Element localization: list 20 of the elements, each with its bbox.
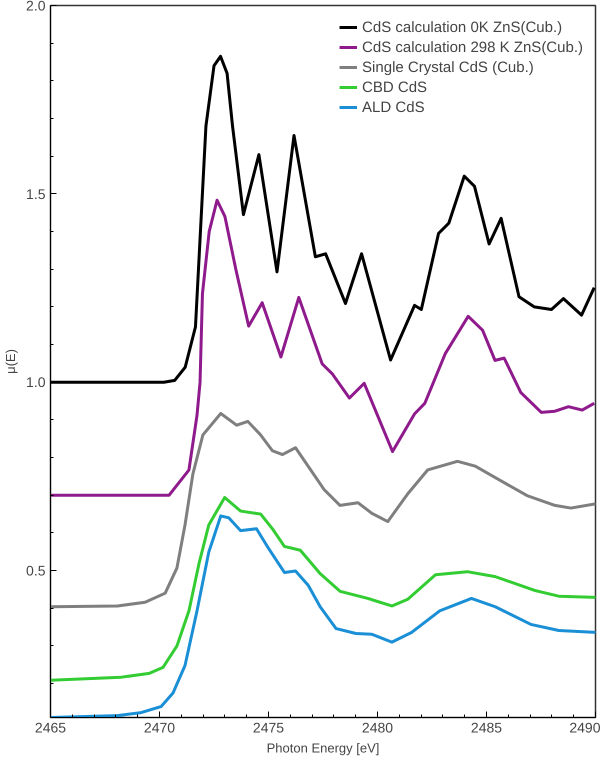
- x-tick-label: 2465: [34, 720, 66, 736]
- line-series: [50, 496, 596, 682]
- line-series: [50, 412, 596, 608]
- y-tick-label: 1.0: [26, 374, 46, 390]
- legend-label: Single Crystal CdS (Cub.): [362, 58, 534, 76]
- x-tick-label: 2485: [470, 720, 502, 736]
- x-tick-label: 2470: [144, 720, 176, 736]
- legend-label: CBD CdS: [362, 78, 428, 96]
- y-tick-label: 0.5: [26, 562, 46, 579]
- x-tick-label: 2475: [252, 720, 284, 736]
- y-axis-title: μ(E): [3, 349, 18, 374]
- y-tick-label: 2.0: [26, 0, 46, 14]
- x-axis-title: Photon Energy [eV]: [266, 740, 380, 756]
- legend-label: CdS calculation 298 K ZnS(Cub.): [362, 38, 583, 56]
- legend-label: CdS calculation 0K ZnS(Cub.): [362, 18, 562, 36]
- x-tick-label: 2490: [569, 720, 601, 736]
- y-tick-label: 1.5: [26, 186, 46, 202]
- legend-label: ALD CdS: [362, 98, 425, 116]
- x-tick-label: 2480: [362, 720, 394, 736]
- line-series: [50, 198, 596, 497]
